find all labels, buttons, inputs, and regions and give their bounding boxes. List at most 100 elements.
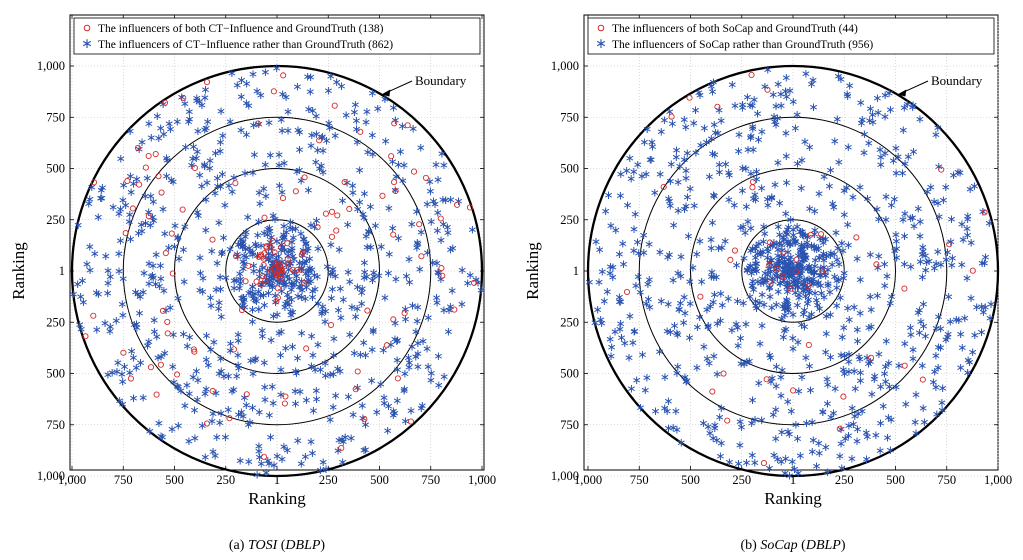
data-point-star: ∗ bbox=[696, 138, 706, 152]
data-point-star: ∗ bbox=[799, 249, 809, 263]
data-point-star: ∗ bbox=[773, 452, 783, 466]
data-point-star: ∗ bbox=[793, 466, 803, 480]
data-point-star: ∗ bbox=[789, 232, 799, 246]
x-tick-label: 1 bbox=[790, 473, 796, 487]
data-point-star: ∗ bbox=[294, 163, 304, 177]
data-point-star: ∗ bbox=[264, 252, 274, 266]
data-point-star: ∗ bbox=[392, 353, 402, 367]
data-point-star: ∗ bbox=[111, 313, 121, 327]
data-point-star: ∗ bbox=[746, 266, 756, 280]
data-point-star: ∗ bbox=[399, 383, 409, 397]
data-point-star: ∗ bbox=[936, 258, 946, 272]
data-point-star: ∗ bbox=[707, 147, 717, 161]
data-point-star: ∗ bbox=[128, 176, 138, 190]
data-point-star: ∗ bbox=[105, 270, 115, 284]
data-point-star: ∗ bbox=[215, 282, 225, 296]
data-point-circle bbox=[82, 333, 89, 340]
data-point-star: ∗ bbox=[257, 329, 267, 343]
data-point-star: ∗ bbox=[311, 214, 321, 228]
data-point-star: ∗ bbox=[801, 289, 811, 303]
data-point-star: ∗ bbox=[809, 266, 819, 280]
data-point-star: ∗ bbox=[801, 416, 811, 430]
data-point-star: ∗ bbox=[337, 432, 347, 446]
data-point-star: ∗ bbox=[663, 250, 673, 264]
data-point-star: ∗ bbox=[304, 275, 314, 289]
data-point-star: ∗ bbox=[760, 80, 770, 94]
data-point-circle bbox=[90, 179, 98, 186]
data-point-circle bbox=[331, 102, 338, 109]
data-point-star: ∗ bbox=[272, 252, 282, 266]
data-point-circle bbox=[209, 387, 216, 395]
data-point-star: ∗ bbox=[267, 259, 277, 273]
data-point-star: ∗ bbox=[379, 390, 389, 404]
data-point-star: ∗ bbox=[855, 352, 865, 366]
data-point-star: ∗ bbox=[429, 194, 439, 208]
data-point-star: ∗ bbox=[240, 229, 250, 243]
data-point-star: ∗ bbox=[733, 321, 743, 335]
data-point-star: ∗ bbox=[448, 241, 458, 255]
data-point-star: ∗ bbox=[843, 301, 853, 315]
data-point-star: ∗ bbox=[103, 286, 113, 300]
data-point-star: ∗ bbox=[795, 268, 805, 282]
data-point-star: ∗ bbox=[978, 205, 988, 219]
data-point-star: ∗ bbox=[832, 112, 842, 126]
data-point-circle bbox=[153, 391, 160, 398]
data-point-star: ∗ bbox=[283, 123, 293, 137]
data-point-star: ∗ bbox=[808, 433, 818, 447]
data-point-star: ∗ bbox=[149, 324, 159, 338]
data-point-circle bbox=[853, 234, 860, 241]
data-point-star: ∗ bbox=[238, 240, 248, 254]
data-point-star: ∗ bbox=[242, 76, 252, 90]
data-point-star: ∗ bbox=[362, 240, 372, 254]
data-point-star: ∗ bbox=[306, 138, 316, 152]
data-point-star: ∗ bbox=[781, 452, 791, 466]
data-point-star: ∗ bbox=[750, 257, 760, 271]
data-point-star: ∗ bbox=[233, 358, 243, 372]
data-point-star: ∗ bbox=[267, 269, 277, 283]
data-point-star: ∗ bbox=[194, 94, 204, 108]
data-point-star: ∗ bbox=[667, 117, 677, 131]
x-tick-label: 250 bbox=[835, 473, 854, 487]
data-point-star: ∗ bbox=[934, 210, 944, 224]
data-point-star: ∗ bbox=[856, 116, 866, 130]
data-point-star: ∗ bbox=[854, 349, 864, 363]
data-point-star: ∗ bbox=[793, 264, 803, 278]
data-point-star: ∗ bbox=[870, 369, 880, 383]
data-point-circle bbox=[180, 94, 187, 101]
ring-circle bbox=[225, 219, 329, 323]
series-circles bbox=[82, 72, 478, 460]
data-point-star: ∗ bbox=[306, 70, 316, 84]
data-point-star: ∗ bbox=[814, 436, 824, 450]
data-point-star: ∗ bbox=[249, 148, 259, 162]
data-point-star: ∗ bbox=[829, 200, 839, 214]
data-point-star: ∗ bbox=[308, 348, 318, 362]
data-point-star: ∗ bbox=[821, 345, 831, 359]
data-point-star: ∗ bbox=[137, 135, 147, 149]
data-point-star: ∗ bbox=[966, 291, 976, 305]
data-point-star: ∗ bbox=[962, 221, 972, 235]
data-point-star: ∗ bbox=[445, 300, 455, 314]
data-point-star: ∗ bbox=[235, 266, 245, 280]
data-point-star: ∗ bbox=[760, 266, 770, 280]
data-point-circle bbox=[243, 391, 250, 398]
data-point-circle bbox=[422, 174, 430, 181]
data-point-star: ∗ bbox=[900, 156, 910, 170]
data-point-star: ∗ bbox=[946, 234, 956, 248]
data-point-star: ∗ bbox=[268, 209, 278, 223]
data-point-star: ∗ bbox=[769, 260, 779, 274]
data-point-star: ∗ bbox=[698, 416, 708, 430]
data-point-star: ∗ bbox=[413, 237, 423, 251]
data-point-star: ∗ bbox=[782, 259, 792, 273]
data-point-star: ∗ bbox=[767, 253, 777, 267]
data-point-star: ∗ bbox=[105, 324, 115, 338]
data-point-star: ∗ bbox=[744, 260, 754, 274]
data-point-star: ∗ bbox=[633, 235, 643, 249]
data-point-star: ∗ bbox=[881, 334, 891, 348]
data-point-star: ∗ bbox=[359, 211, 369, 225]
data-point-circle bbox=[209, 236, 216, 243]
data-point-star: ∗ bbox=[798, 307, 808, 321]
data-point-star: ∗ bbox=[362, 269, 372, 283]
data-point-star: ∗ bbox=[830, 270, 840, 284]
data-point-star: ∗ bbox=[755, 296, 765, 310]
data-point-star: ∗ bbox=[810, 259, 820, 273]
